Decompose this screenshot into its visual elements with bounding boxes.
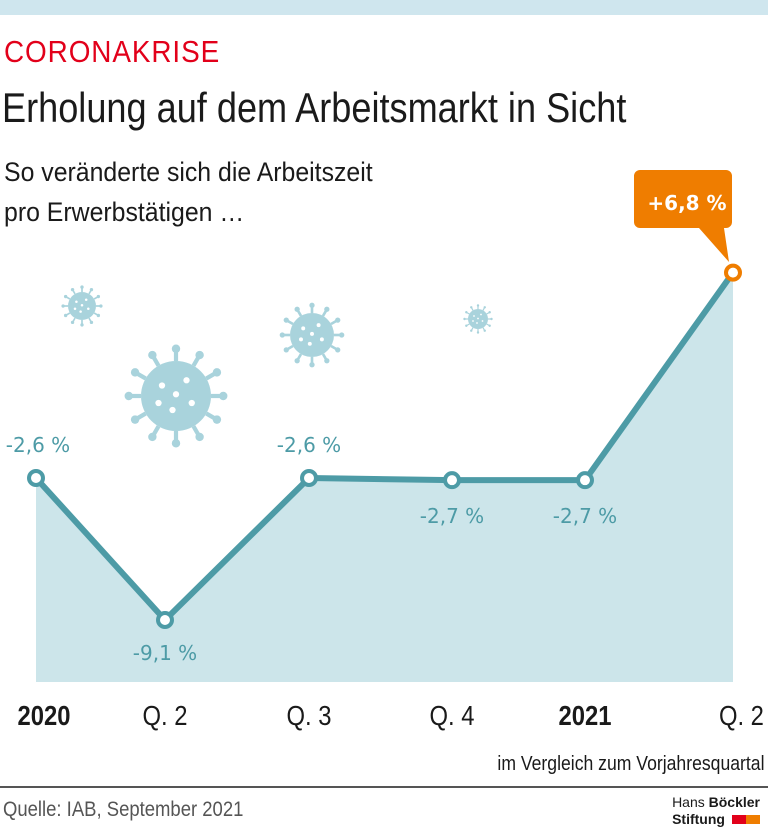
data-point bbox=[300, 469, 318, 487]
virus-icon bbox=[463, 304, 493, 334]
callout-label: +6,8 % bbox=[647, 191, 726, 215]
callout-box bbox=[634, 170, 732, 262]
x-tick-label: Q. 3 bbox=[286, 700, 332, 731]
x-tick-label: 2021 bbox=[558, 700, 612, 731]
kicker: CORONAKRISE bbox=[4, 34, 221, 69]
virus-icon bbox=[279, 302, 345, 368]
area-fill bbox=[36, 272, 733, 682]
data-point bbox=[443, 471, 461, 490]
source: Quelle: IAB, September 2021 bbox=[3, 798, 244, 821]
data-label: -2,6 % bbox=[6, 433, 70, 457]
top-bar bbox=[0, 0, 768, 15]
data-point bbox=[156, 611, 174, 630]
logo-red-block bbox=[731, 815, 746, 824]
subtitle: So veränderte sich die Arbeitszeit pro Er… bbox=[4, 152, 373, 232]
data-label: -2,6 % bbox=[277, 433, 341, 457]
logo-text: Hans bbox=[672, 794, 705, 810]
logo-orange-block bbox=[745, 815, 760, 824]
logo-text-bold: Böckler bbox=[708, 794, 760, 810]
logo-text-line2: Stiftung bbox=[672, 811, 725, 827]
data-label: -2,7 % bbox=[553, 504, 617, 528]
series-line bbox=[33, 270, 736, 624]
virus-icon bbox=[61, 285, 103, 327]
subtitle-line-1: So veränderte sich die Arbeitszeit bbox=[4, 157, 373, 187]
x-tick-label: Q. 2 bbox=[142, 700, 188, 731]
x-tick-label: Q. 4 bbox=[429, 700, 475, 731]
chart-note: im Vergleich zum Vorjahresquartal bbox=[496, 753, 764, 775]
logo: Hans Böckler Stiftung bbox=[672, 794, 760, 828]
x-tick-label: 2020 bbox=[17, 700, 71, 731]
data-label: -9,1 % bbox=[133, 641, 197, 665]
x-tick-label: Q. 2 bbox=[719, 700, 764, 731]
virus-icon bbox=[124, 344, 228, 448]
data-label: -2,7 % bbox=[420, 504, 484, 528]
page-title: Erholung auf dem Arbeitsmarkt in Sicht bbox=[2, 84, 627, 131]
data-point bbox=[27, 469, 45, 487]
data-point bbox=[576, 471, 594, 490]
subtitle-line-2: pro Erwerbstätigen … bbox=[4, 197, 245, 227]
divider bbox=[0, 786, 768, 788]
data-point bbox=[724, 263, 742, 282]
